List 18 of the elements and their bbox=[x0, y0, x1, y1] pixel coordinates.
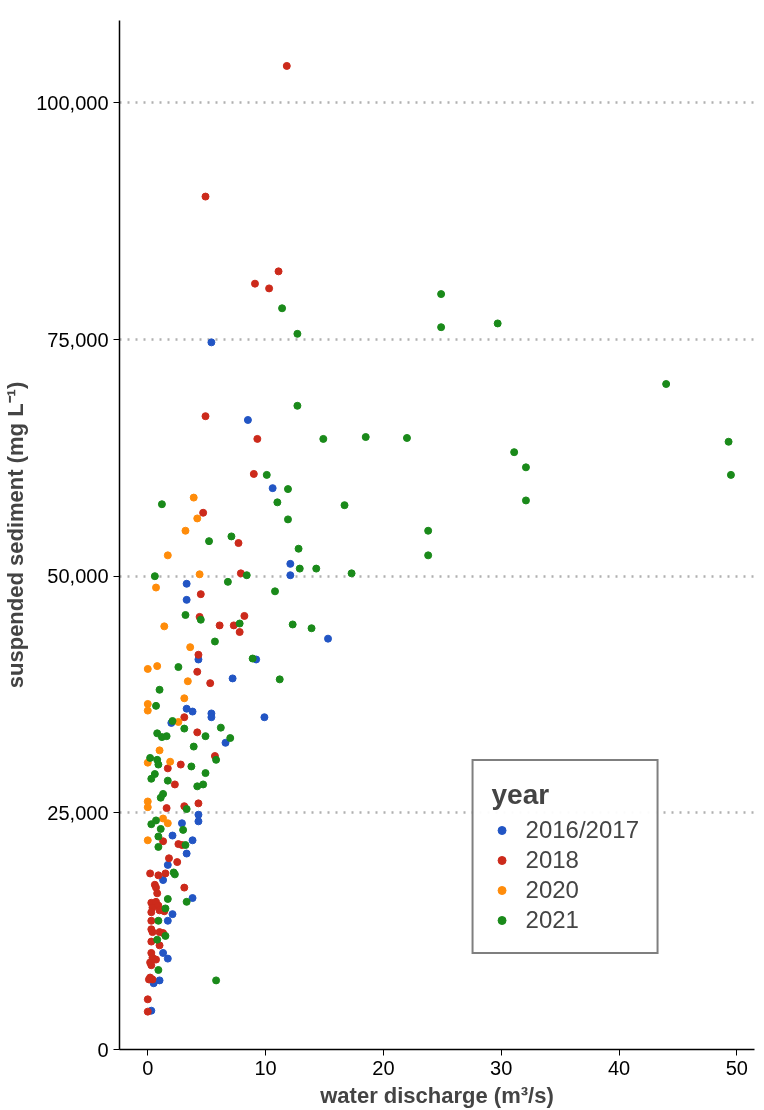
y-tick-label: 25,000 bbox=[47, 801, 109, 824]
x-tick-label: 30 bbox=[490, 1056, 513, 1079]
y-tick-label: 50,000 bbox=[47, 565, 109, 588]
x-tick-label: 0 bbox=[142, 1056, 154, 1079]
x-tick-label: 50 bbox=[725, 1056, 748, 1079]
x-tick-label: 10 bbox=[254, 1056, 277, 1079]
y-tick-label: 75,000 bbox=[47, 328, 109, 351]
y-axis-title: suspended sediment (mg L⁻¹) bbox=[3, 381, 29, 689]
legend-label: 2020 bbox=[525, 876, 579, 904]
x-axis-title: water discharge (m³/s) bbox=[319, 1082, 554, 1108]
y-tick-label: 0 bbox=[97, 1038, 109, 1061]
y-tick-label: 100,000 bbox=[36, 91, 109, 114]
legend-label: 2018 bbox=[525, 846, 579, 874]
legend-title: year bbox=[491, 779, 551, 811]
legend-label: 2016/2017 bbox=[525, 816, 639, 844]
x-tick-label: 20 bbox=[372, 1056, 395, 1079]
legend-label: 2021 bbox=[525, 906, 579, 934]
x-tick-label: 40 bbox=[607, 1056, 631, 1079]
